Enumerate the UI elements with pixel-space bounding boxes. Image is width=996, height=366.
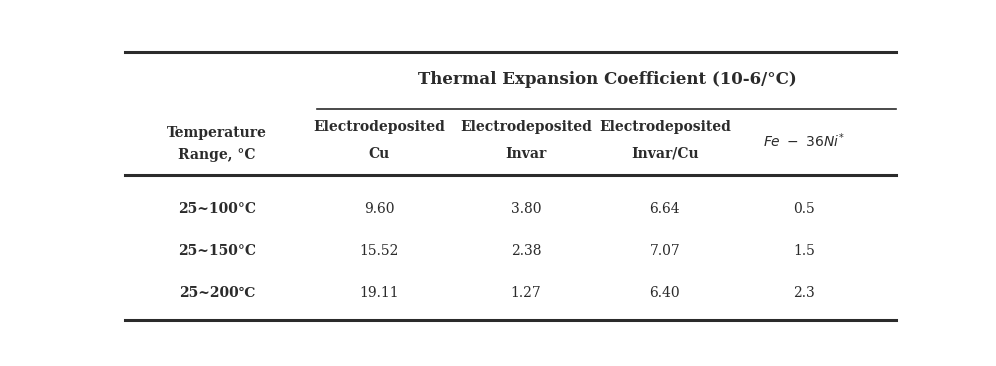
Text: Cu: Cu (369, 147, 389, 161)
Text: $\mathit{Fe}\ -\ 36\mathit{Ni}^{*}$: $\mathit{Fe}\ -\ 36\mathit{Ni}^{*}$ (763, 132, 845, 150)
Text: Electrodeposited: Electrodeposited (599, 120, 731, 134)
Text: Electrodeposited: Electrodeposited (460, 120, 592, 134)
Text: 25~100°C: 25~100°C (178, 202, 256, 216)
Text: 25~150°C: 25~150°C (178, 244, 256, 258)
Text: 19.11: 19.11 (360, 286, 399, 300)
Text: Thermal Expansion Coefficient (10-6/°C): Thermal Expansion Coefficient (10-6/°C) (417, 71, 797, 87)
Text: 15.52: 15.52 (360, 244, 399, 258)
Text: 2.38: 2.38 (511, 244, 541, 258)
Text: 3.80: 3.80 (511, 202, 541, 216)
Text: 1.5: 1.5 (793, 244, 815, 258)
Text: 2.3: 2.3 (793, 286, 815, 300)
Text: 9.60: 9.60 (364, 202, 394, 216)
Text: Invar: Invar (505, 147, 547, 161)
Text: 7.07: 7.07 (649, 244, 680, 258)
Text: Electrodeposited: Electrodeposited (314, 120, 445, 134)
Text: 25~200℃: 25~200℃ (179, 286, 255, 300)
Text: Temperature: Temperature (167, 126, 267, 140)
Text: 0.5: 0.5 (793, 202, 815, 216)
Text: 6.40: 6.40 (649, 286, 680, 300)
Text: Invar/Cu: Invar/Cu (631, 147, 698, 161)
Text: 1.27: 1.27 (511, 286, 541, 300)
Text: 6.64: 6.64 (649, 202, 680, 216)
Text: Range, °C: Range, °C (178, 148, 256, 162)
